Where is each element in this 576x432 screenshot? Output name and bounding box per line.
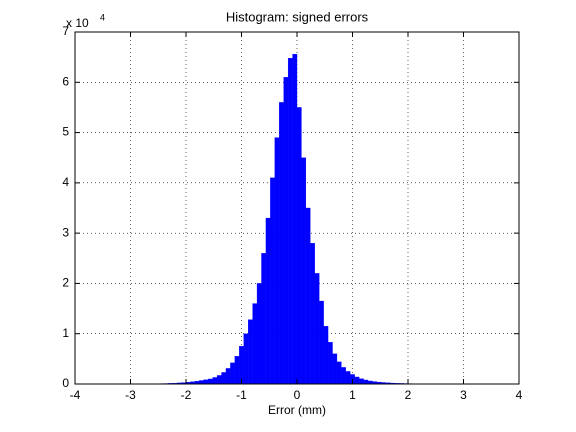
x-tick-label: -1 [236,388,247,402]
y-tick-label: 3 [62,225,69,239]
bar [221,372,227,385]
bar [336,361,342,385]
bar [292,53,298,385]
y-tick-label: 6 [62,74,69,88]
bar [363,379,369,385]
bar [323,326,329,385]
bar [359,378,364,385]
bar [256,283,262,385]
y-tick-label: 2 [62,276,69,290]
x-tick-label: 4 [516,388,523,402]
bar [199,380,204,385]
chart-title: Histogram: signed errors [226,9,369,24]
bar [319,300,324,385]
bar [270,177,275,385]
bar [243,333,249,385]
bar [216,375,222,385]
bar [252,303,258,385]
x-tick-label: 0 [294,388,301,402]
bar [274,137,280,385]
bar [225,368,231,385]
bar [279,102,284,385]
y-scale-exponent: 4 [100,12,105,22]
x-tick-label: 3 [460,388,467,402]
x-tick-label: -3 [125,388,136,402]
bar [305,207,311,385]
bar [212,377,218,385]
bar [239,346,244,385]
bar [296,107,302,385]
bar [345,371,351,385]
bar [287,57,293,385]
x-tick-label: 2 [405,388,412,402]
bar [310,243,315,385]
bar [354,376,360,385]
x-axis-label: Error (mm) [268,403,326,417]
bar [327,342,333,385]
x-tick-label: -4 [70,388,81,402]
bar [332,353,338,385]
y-tick-label: 4 [62,175,69,189]
x-tick-label: 1 [349,388,356,402]
bar [234,356,240,385]
y-scale-label: x 10 [66,16,89,30]
y-tick-label: 7 [62,24,69,38]
bar [230,362,235,385]
bar [265,217,271,385]
bar [208,378,213,385]
bar [314,273,320,385]
bar [283,77,289,385]
bar [341,367,346,385]
x-tick-label: -2 [181,388,192,402]
y-tick-label: 1 [62,326,69,340]
bar [203,379,209,385]
y-tick-label: 5 [62,125,69,139]
bar [248,319,253,385]
bar [261,253,267,385]
bar [301,157,307,385]
y-tick-label: 0 [62,376,69,390]
